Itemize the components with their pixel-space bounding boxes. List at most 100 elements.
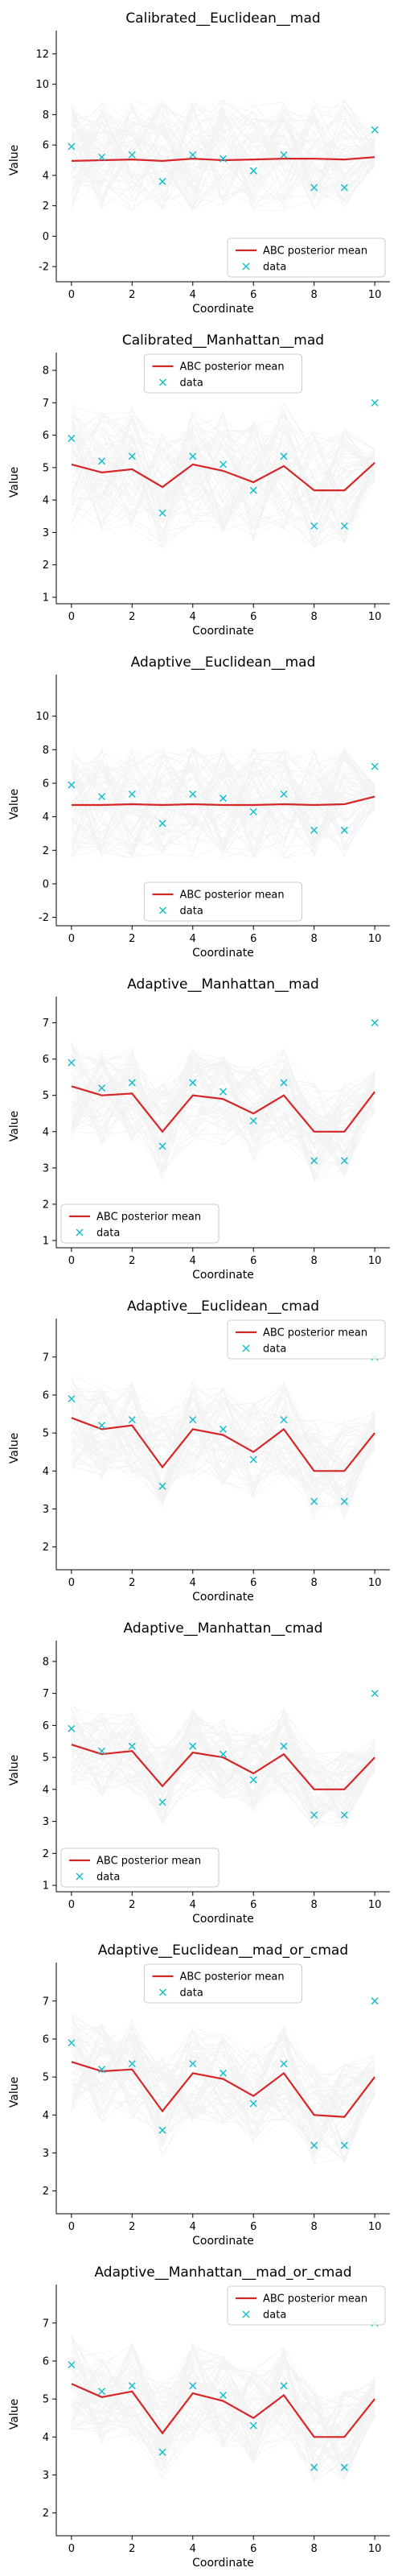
data-point-stroke (280, 2060, 288, 2068)
x-tick-label: 4 (190, 289, 196, 301)
posterior-trace (71, 752, 375, 858)
posterior-trace (71, 1385, 375, 1509)
posterior-trace (71, 2025, 375, 2113)
y-tick-label: -2 (39, 912, 49, 924)
posterior-trace (71, 426, 375, 530)
posterior-trace (71, 115, 375, 205)
posterior-trace (71, 749, 375, 857)
posterior-trace (71, 2038, 375, 2145)
posterior-mean-line (71, 156, 375, 163)
posterior-trace (71, 103, 375, 212)
posterior-trace (71, 403, 375, 520)
posterior-trace (71, 2376, 375, 2478)
data-point (371, 126, 379, 134)
posterior-trace (71, 747, 375, 855)
posterior-trace (71, 755, 375, 850)
y-tick-label: 5 (43, 1752, 49, 1765)
posterior-trace (71, 1733, 375, 1823)
data-point-stroke (249, 807, 257, 815)
posterior-trace (71, 2019, 375, 2158)
posterior-trace (71, 1057, 375, 1143)
data-point (249, 2421, 257, 2429)
posterior-trace (71, 1711, 375, 1822)
legend-marker-swatch (242, 2310, 250, 2318)
data-point-stroke (249, 1117, 257, 1125)
legend-marker-swatch (158, 1988, 167, 1996)
data-point-stroke (98, 153, 106, 161)
posterior-trace (71, 758, 375, 856)
posterior-trace (71, 2025, 375, 2143)
posterior-trace (71, 2334, 375, 2462)
posterior-trace (71, 2363, 375, 2479)
data-point (128, 1416, 136, 1424)
posterior-trace (71, 2036, 375, 2149)
posterior-trace (71, 105, 375, 202)
posterior-trace (71, 758, 375, 841)
x-tick-label: 4 (190, 1255, 196, 1267)
posterior-trace (71, 2040, 375, 2163)
posterior-trace (71, 410, 375, 542)
posterior-trace (71, 2028, 375, 2157)
posterior-trace (71, 1736, 375, 1792)
x-tick-label: 2 (129, 2221, 135, 2233)
posterior-trace (71, 759, 375, 850)
posterior-trace (71, 1047, 375, 1169)
posterior-trace (71, 431, 375, 543)
posterior-trace (71, 2358, 375, 2483)
posterior-trace (71, 2040, 375, 2146)
x-tick-label: 0 (68, 289, 75, 301)
legend-box (227, 237, 386, 278)
posterior-trace (71, 2346, 375, 2456)
y-tick-label: 4 (43, 811, 49, 824)
x-tick-label: 6 (250, 1255, 256, 1267)
posterior-trace (71, 2351, 375, 2481)
posterior-trace (71, 1393, 375, 1491)
posterior-trace (71, 749, 375, 855)
posterior-trace (71, 1392, 375, 1492)
posterior-trace (71, 2028, 375, 2144)
posterior-trace (71, 1715, 375, 1815)
data-point (189, 1742, 197, 1750)
posterior-trace (71, 1411, 375, 1474)
posterior-trace (71, 1394, 375, 1493)
posterior-trace (71, 107, 375, 191)
y-tick-label: 3 (43, 2148, 49, 2160)
posterior-trace (71, 2051, 375, 2132)
posterior-trace (71, 1075, 375, 1148)
data-point (310, 2141, 318, 2149)
posterior-trace (71, 2355, 375, 2483)
data-point (128, 2382, 136, 2390)
legend-label: data (263, 262, 286, 274)
posterior-trace (71, 2028, 375, 2162)
y-tick-label: 7 (43, 1018, 49, 1030)
legend-label: ABC posterior mean (96, 1212, 201, 1224)
chart-title: Adaptive__Euclidean__mad_or_cmad (98, 1942, 348, 1959)
posterior-trace (71, 1060, 375, 1178)
data-point (189, 151, 197, 159)
data-point (249, 2099, 257, 2107)
posterior-trace (71, 2359, 375, 2434)
posterior-trace (71, 1054, 375, 1162)
posterior-trace (71, 2059, 375, 2160)
posterior-trace (71, 2036, 375, 2141)
y-tick-label: 1 (43, 592, 49, 604)
posterior-trace (71, 2029, 375, 2149)
data-point-stroke (128, 2382, 136, 2390)
posterior-trace (71, 1720, 375, 1812)
posterior-trace (71, 1065, 375, 1173)
posterior-trace (71, 2343, 375, 2449)
posterior-trace (71, 117, 375, 195)
data-point-stroke (310, 2141, 318, 2149)
data-point-stroke (128, 1416, 136, 1424)
posterior-trace (71, 750, 375, 858)
posterior-trace (71, 2347, 375, 2460)
posterior-trace (71, 1389, 375, 1490)
data-point-stroke (128, 151, 136, 159)
data-point-stroke (98, 2388, 106, 2396)
data-point (310, 184, 318, 192)
data-point (340, 1811, 348, 1819)
posterior-trace (71, 407, 375, 542)
y-tick-label: 6 (43, 1389, 49, 1402)
posterior-trace (71, 758, 375, 855)
